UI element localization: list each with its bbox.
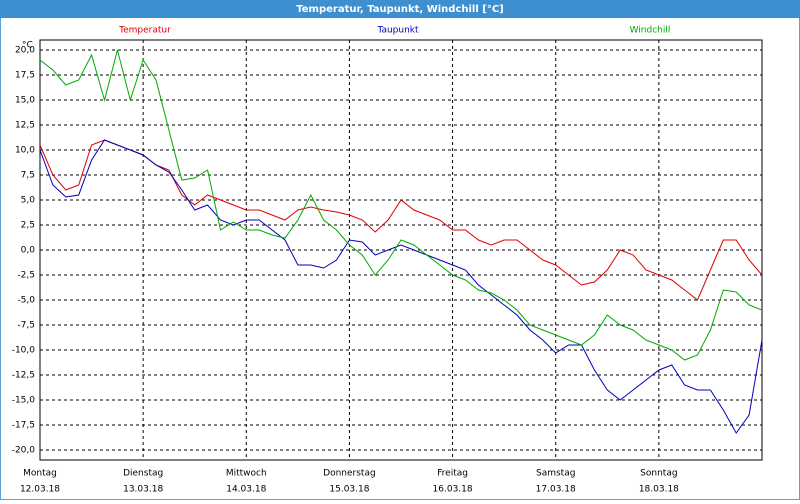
y-tick-label: 5,0 [21, 196, 36, 206]
y-tick-label: -10,0 [12, 346, 36, 356]
x-tick-date: 18.03.18 [639, 485, 679, 495]
x-tick-label: Donnerstag [323, 469, 376, 479]
y-tick-label: -17,5 [12, 421, 35, 431]
x-tick-date: 14.03.18 [226, 485, 266, 495]
y-tick-label: -5,0 [17, 296, 35, 306]
legend-label: Temperatur [118, 26, 171, 36]
x-tick-date: 16.03.18 [433, 485, 473, 495]
x-tick-label: Sonntag [640, 469, 677, 479]
y-tick-label: 12,5 [15, 121, 35, 131]
y-unit: °C [22, 41, 33, 51]
y-tick-label: 17,5 [15, 71, 35, 81]
y-tick-label: 10,0 [15, 146, 35, 156]
x-tick-label: Montag [23, 469, 57, 479]
x-tick-date: 17.03.18 [536, 485, 576, 495]
y-tick-label: 20,0 [15, 46, 35, 56]
x-tick-date: 13.03.18 [123, 485, 163, 495]
y-tick-label: -2,5 [17, 271, 35, 281]
legend-label: Windchill [630, 26, 671, 36]
x-tick-label: Freitag [437, 469, 468, 479]
x-tick-label: Samstag [536, 469, 575, 479]
x-tick-date: 15.03.18 [329, 485, 369, 495]
x-tick-label: Mittwoch [226, 469, 267, 479]
line-series [39, 49, 763, 361]
y-tick-label: -20,0 [12, 446, 36, 456]
y-tick-label: -7,5 [17, 321, 35, 331]
x-tick-label: Dienstag [123, 469, 163, 479]
y-tick-label: 2,5 [21, 221, 35, 231]
y-tick-label: 0,0 [21, 246, 36, 256]
title-bar [0, 0, 800, 18]
legend-label: Taupunkt [376, 26, 419, 36]
chart-title: Temperatur, Taupunkt, Windchill [°C] [296, 4, 504, 15]
y-tick-label: -15,0 [12, 396, 36, 406]
x-tick-date: 12.03.18 [20, 485, 60, 495]
line-series [39, 139, 763, 301]
y-tick-label: 15,0 [15, 96, 35, 106]
y-tick-label: -12,5 [12, 371, 35, 381]
y-tick-label: 7,5 [21, 171, 35, 181]
line-series [39, 139, 763, 434]
